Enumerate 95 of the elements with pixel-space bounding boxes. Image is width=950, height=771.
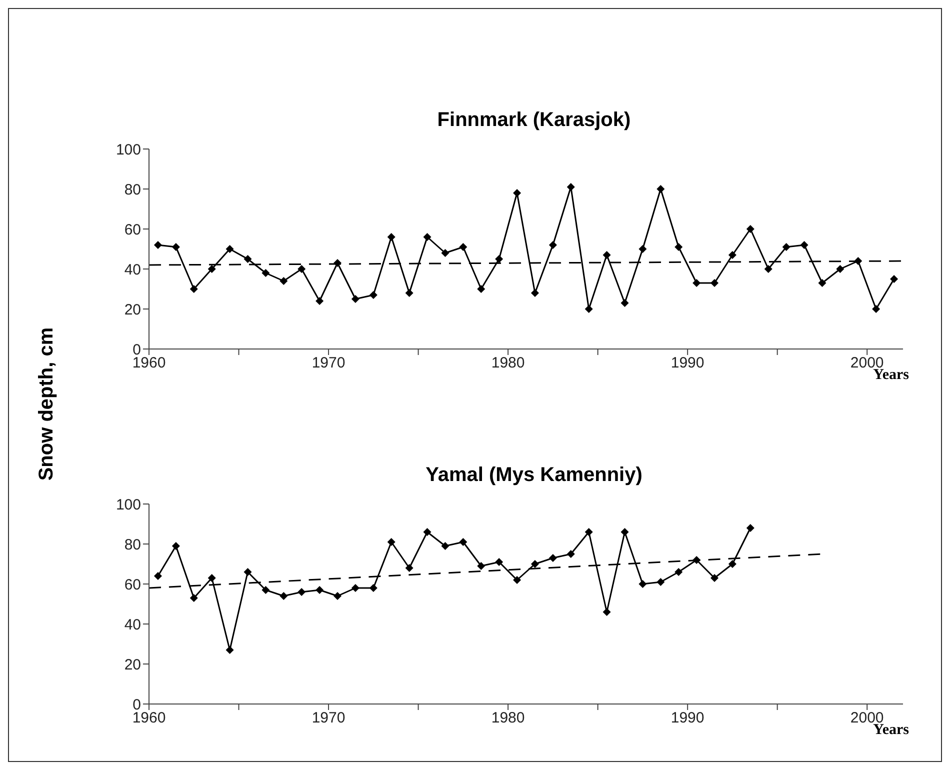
point <box>872 305 880 313</box>
point <box>620 528 629 536</box>
point <box>369 291 378 299</box>
point <box>208 265 216 273</box>
point <box>477 562 486 570</box>
point <box>513 576 522 584</box>
point <box>190 594 198 602</box>
point <box>782 243 790 251</box>
y-tick-label: 80 <box>124 536 141 554</box>
x-tick-label: 1990 <box>670 354 704 372</box>
point <box>530 560 539 568</box>
y-tick-label: 40 <box>124 616 141 634</box>
point <box>405 289 414 297</box>
y-tick-label: 100 <box>116 141 141 158</box>
point <box>495 558 504 566</box>
point <box>351 295 360 303</box>
point <box>692 556 701 564</box>
point <box>262 269 270 277</box>
point <box>351 584 360 592</box>
x-tick-label: 1970 <box>312 710 346 727</box>
x-tick-label: 1980 <box>491 710 525 727</box>
point <box>746 524 754 532</box>
y-tick-label: 60 <box>124 221 141 238</box>
point <box>656 578 665 586</box>
point <box>172 542 180 550</box>
y-tick-label: 20 <box>124 656 141 674</box>
point <box>441 542 450 550</box>
point <box>836 265 844 273</box>
point <box>280 277 288 285</box>
point <box>566 550 575 558</box>
y-tick-label: 40 <box>124 261 141 278</box>
point <box>405 564 414 572</box>
point <box>423 233 432 241</box>
y-tick-label: 60 <box>124 576 141 594</box>
point <box>154 572 162 580</box>
point <box>226 245 234 253</box>
point <box>728 560 736 568</box>
point <box>890 275 898 283</box>
point <box>584 305 593 313</box>
point <box>244 568 252 576</box>
point <box>513 189 522 197</box>
point <box>459 538 468 546</box>
point <box>334 259 342 267</box>
y-tick-label: 100 <box>116 496 141 514</box>
x-tick-label: 1990 <box>670 710 704 727</box>
point <box>387 233 396 241</box>
point <box>800 241 808 249</box>
point <box>602 608 611 616</box>
point <box>280 592 288 600</box>
point <box>316 586 324 594</box>
point <box>298 588 306 596</box>
point <box>818 279 826 287</box>
point <box>548 241 557 249</box>
point <box>638 580 647 588</box>
point <box>423 528 432 536</box>
point <box>262 586 270 594</box>
point <box>674 568 683 576</box>
point <box>495 255 504 263</box>
point <box>710 574 718 582</box>
point <box>656 185 665 193</box>
point <box>530 289 539 297</box>
point <box>334 592 342 600</box>
point <box>477 285 486 293</box>
point <box>692 279 701 287</box>
chart-title: Finnmark (Karasjok) <box>436 109 632 132</box>
point <box>226 646 234 654</box>
point <box>441 249 450 257</box>
x-tick-label: 1970 <box>312 354 346 372</box>
point <box>154 241 162 249</box>
point <box>244 255 252 263</box>
point <box>710 279 718 287</box>
point <box>674 243 683 251</box>
point <box>602 251 611 259</box>
point <box>172 243 180 251</box>
y-tick-label: 20 <box>124 301 141 318</box>
y-tick-label: 80 <box>124 181 141 198</box>
point <box>854 257 862 265</box>
point <box>566 183 575 191</box>
x-tick-label: 1980 <box>491 354 525 372</box>
point <box>764 265 772 273</box>
point <box>728 251 736 259</box>
point <box>548 554 557 562</box>
point <box>369 584 378 592</box>
y-axis-title: Snow depth, cm <box>36 327 58 481</box>
point <box>620 299 629 307</box>
point <box>387 538 396 546</box>
point <box>208 574 216 582</box>
point <box>298 265 306 273</box>
point <box>638 245 647 253</box>
point <box>316 297 324 305</box>
point <box>190 285 198 293</box>
point <box>746 225 754 233</box>
point <box>584 528 593 536</box>
chart-title: Yamal (Mys Kamenniy) <box>424 464 644 487</box>
point <box>459 243 468 251</box>
